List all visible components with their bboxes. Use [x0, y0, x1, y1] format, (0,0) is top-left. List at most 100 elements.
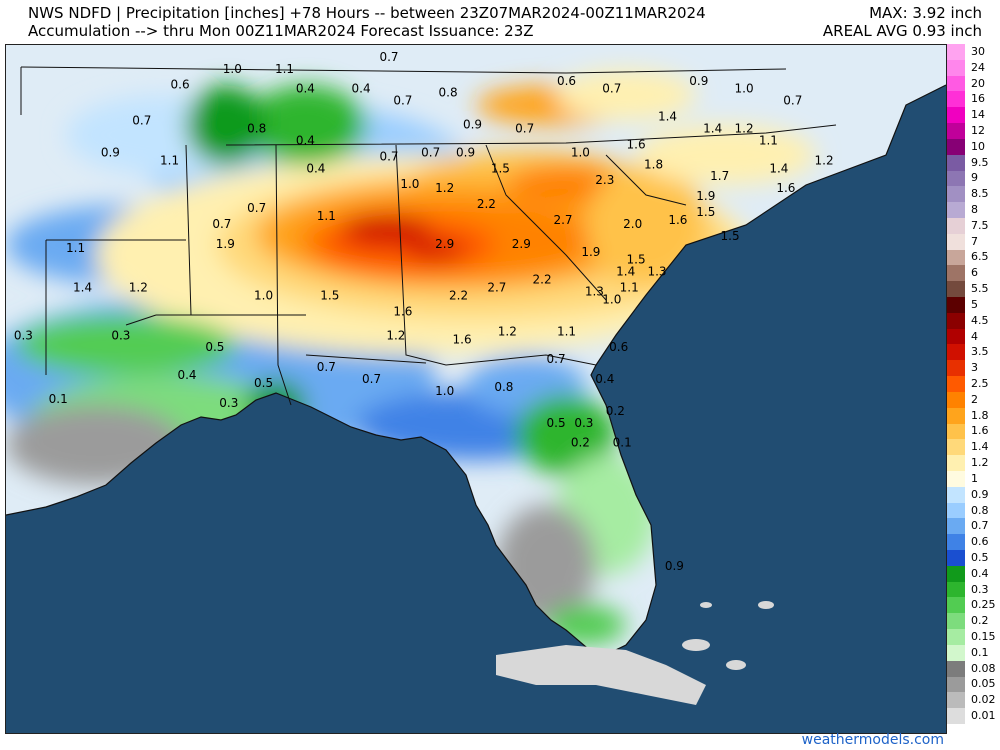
- precip-value-label: 0.8: [494, 380, 513, 394]
- legend-label: 0.25: [971, 598, 996, 612]
- legend-swatch: [947, 297, 965, 313]
- legend-label: 0.8: [971, 503, 989, 517]
- precip-value-label: 0.3: [219, 396, 238, 410]
- legend-label: 0.9: [971, 487, 989, 501]
- legend-label: 8.5: [971, 187, 989, 201]
- precip-value-label: 0.5: [205, 340, 224, 354]
- legend-label: 1.4: [971, 440, 989, 454]
- precip-value-label: 0.5: [254, 376, 273, 390]
- legend-swatch: [947, 59, 965, 76]
- legend-swatch: [947, 581, 965, 598]
- precip-value-label: 1.6: [776, 181, 795, 195]
- legend-label: 7.5: [971, 218, 989, 232]
- legend-swatch: [947, 470, 965, 487]
- precip-value-label: 1.0: [602, 293, 621, 307]
- legend-label: 0.5: [971, 550, 989, 564]
- precip-value-label: 0.3: [111, 328, 130, 342]
- legend-label: 6: [971, 266, 978, 280]
- legend-swatch: [947, 123, 965, 139]
- legend-swatch: [947, 565, 965, 582]
- precip-value-label: 0.1: [613, 436, 632, 450]
- precip-value-label: 0.8: [439, 86, 458, 100]
- precip-value-label: 1.1: [160, 153, 179, 167]
- legend-label: 0.7: [971, 519, 989, 533]
- precip-value-label: 0.2: [571, 436, 590, 450]
- precip-value-label: 1.2: [129, 281, 148, 295]
- legend-label: 1.2: [971, 456, 989, 470]
- precip-value-label: 0.7: [602, 82, 621, 96]
- legend-label: 3: [971, 361, 978, 375]
- precip-value-label: 2.7: [487, 281, 506, 295]
- precip-value-label: 0.4: [296, 133, 315, 147]
- legend-swatch: [947, 328, 965, 345]
- legend-label: 5.5: [971, 282, 989, 296]
- precip-value-label: 2.0: [623, 217, 642, 231]
- precip-value-label: 1.2: [735, 122, 754, 136]
- precip-value-label: 0.9: [456, 145, 475, 159]
- legend-label: 24: [971, 60, 985, 74]
- legend-swatch: [947, 502, 965, 519]
- precip-value-label: 0.7: [547, 352, 566, 366]
- precip-value-label: 1.7: [710, 169, 729, 183]
- legend-label: 0.02: [971, 693, 996, 707]
- legend-label: 16: [971, 92, 985, 106]
- precip-value-label: 0.4: [296, 82, 315, 96]
- legend-swatch: [947, 376, 965, 392]
- legend-swatch: [947, 138, 965, 155]
- legend-label: 0.1: [971, 645, 989, 659]
- legend-swatch: [947, 439, 965, 456]
- precip-value-label: 0.6: [171, 78, 190, 92]
- legend-swatch: [947, 154, 965, 171]
- precip-value-label: 1.5: [627, 253, 646, 267]
- precip-value-label: 0.4: [177, 368, 196, 382]
- value-labels: 0.7 1.0 1.1 0.6 0.4 0.4 0.7 0.8 0.6 0.7 0.9 1.0 0.7 0…: [14, 50, 834, 573]
- precip-value-label: 1.6: [393, 304, 412, 318]
- precip-value-label: 1.4: [73, 281, 92, 295]
- precip-value-label: 1.1: [317, 209, 336, 223]
- legend-label: 12: [971, 123, 985, 137]
- legend-label: 0.01: [971, 709, 996, 723]
- legend-label: 8: [971, 203, 978, 217]
- precip-value-label: 0.7: [421, 145, 440, 159]
- coastline: [6, 84, 946, 658]
- precip-value-label: 0.7: [317, 360, 336, 374]
- legend-label: 0.6: [971, 535, 989, 549]
- legend-label: 20: [971, 76, 985, 90]
- precip-value-label: 1.9: [581, 245, 600, 259]
- legend-swatch: [947, 44, 965, 60]
- legend-swatch: [947, 660, 965, 677]
- precipitation-map[interactable]: 0.7 1.0 1.1 0.6 0.4 0.4 0.7 0.8 0.6 0.7 0.9 1.0 0.7 0…: [5, 44, 947, 734]
- precip-value-label: 0.7: [212, 217, 231, 231]
- legend-label: 9: [971, 171, 978, 185]
- precip-value-label: 1.4: [616, 265, 635, 279]
- legend-swatch: [947, 312, 965, 329]
- legend-swatch: [947, 644, 965, 661]
- precip-value-label: 2.2: [533, 273, 552, 287]
- precip-value-label: 2.2: [449, 289, 468, 303]
- precip-value-label: 0.7: [362, 372, 381, 386]
- precip-value-label: 0.7: [132, 114, 151, 128]
- legend-swatch: [947, 676, 965, 693]
- legend-label: 9.5: [971, 155, 989, 169]
- precip-value-label: 1.0: [435, 384, 454, 398]
- legend-label: 0.05: [971, 677, 996, 691]
- precip-value-label: 1.1: [275, 62, 294, 76]
- legend-label: 4: [971, 329, 978, 343]
- legend-swatch: [947, 91, 965, 108]
- legend-swatch: [947, 170, 965, 187]
- precip-value-label: 0.9: [463, 118, 482, 132]
- legend-swatch: [947, 344, 965, 361]
- precip-value-label: 1.5: [491, 161, 510, 175]
- precip-value-label: 1.4: [769, 161, 788, 175]
- legend-swatch: [947, 186, 965, 203]
- legend-swatch: [947, 518, 965, 535]
- precip-value-label: 0.6: [609, 340, 628, 354]
- precip-value-label: 0.9: [665, 559, 684, 573]
- precip-value-label: 1.4: [658, 110, 677, 124]
- precip-value-label: 1.6: [668, 213, 687, 227]
- precip-value-label: 1.0: [223, 62, 242, 76]
- state-boundaries: [20, 66, 837, 406]
- legend-label: 2.5: [971, 377, 989, 390]
- credit-link[interactable]: weathermodels.com: [801, 732, 944, 748]
- legend-swatch: [947, 629, 965, 645]
